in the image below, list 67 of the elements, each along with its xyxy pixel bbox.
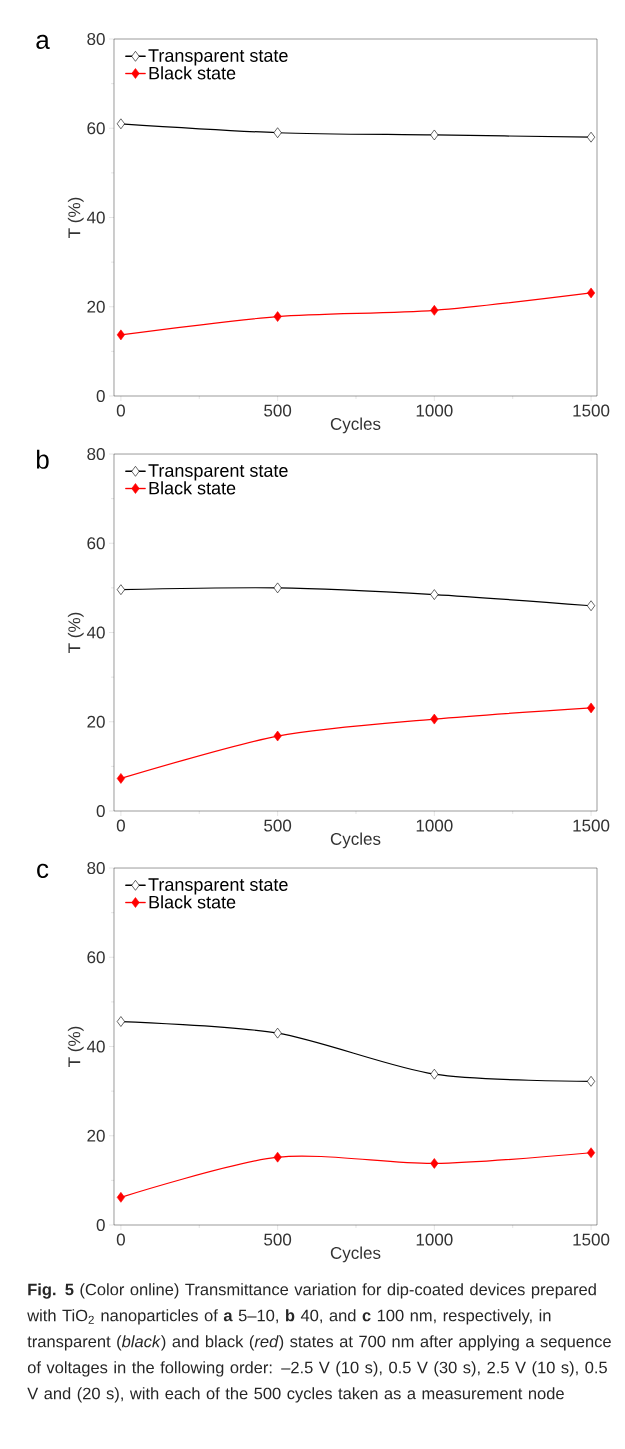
- point: [116, 1016, 125, 1027]
- chart-title: b: [36, 449, 49, 469]
- point: [273, 582, 282, 594]
- x-tick-label: 1500: [573, 819, 610, 832]
- x-axis-title: Cycles: [330, 832, 381, 849]
- point: [430, 713, 439, 725]
- x-axis-title: Cycles: [330, 417, 381, 434]
- x-tick-label: 0: [116, 819, 125, 832]
- y-tick-label: 20: [87, 300, 105, 313]
- legend-label: Transparent state: [148, 878, 288, 895]
- y-tick-label: 60: [87, 537, 105, 550]
- x-tick-label: 500: [264, 1233, 292, 1246]
- point: [116, 329, 125, 341]
- x-tick-label: 1000: [416, 404, 453, 417]
- y-tick-label: 40: [86, 1040, 105, 1053]
- point: [430, 589, 439, 600]
- x-tick-label: 500: [264, 819, 292, 832]
- y-tick-label: 80: [87, 448, 105, 461]
- y-tick-label: 80: [87, 862, 105, 875]
- y-tick-label: 40: [86, 626, 105, 639]
- point: [116, 773, 125, 784]
- legend-label: Black state: [149, 895, 236, 909]
- point: [273, 1027, 282, 1039]
- point: [116, 1192, 125, 1203]
- point: [273, 127, 282, 139]
- chart-title: a: [36, 34, 50, 49]
- y-tick-label: 0: [96, 804, 105, 818]
- point: [586, 1076, 596, 1087]
- point: [116, 118, 125, 130]
- y-tick-label: 0: [96, 389, 105, 403]
- point: [273, 730, 282, 742]
- y-axis-title: T (%): [67, 612, 84, 653]
- x-axis-title: Cycles: [330, 1246, 381, 1263]
- x-tick-label: 0: [116, 404, 125, 417]
- x-tick-label: 0: [116, 1233, 125, 1246]
- y-axis-title: T (%): [67, 197, 84, 238]
- legend-label: Transparent state: [148, 49, 288, 66]
- legend-label: Transparent state: [148, 464, 288, 481]
- x-tick-label: 1500: [573, 404, 610, 417]
- y-tick-label: 40: [86, 211, 105, 224]
- point: [586, 600, 596, 612]
- point: [430, 129, 439, 141]
- y-axis-title: T (%): [67, 1026, 84, 1067]
- point: [586, 1147, 596, 1159]
- point: [586, 287, 596, 299]
- y-tick-label: 20: [87, 715, 105, 728]
- point: [586, 131, 596, 143]
- point: [430, 1158, 439, 1169]
- x-tick-label: 500: [264, 404, 292, 417]
- legend-label: Black state: [149, 481, 236, 495]
- point: [273, 1151, 282, 1163]
- point: [586, 702, 596, 714]
- y-tick-label: 20: [87, 1129, 105, 1142]
- y-tick-label: 60: [87, 951, 105, 964]
- x-tick-label: 1000: [416, 819, 453, 832]
- point: [430, 1068, 439, 1080]
- y-tick-label: 60: [87, 122, 105, 135]
- y-tick-label: 80: [87, 32, 105, 46]
- point: [116, 584, 125, 595]
- chart-title: c: [37, 863, 49, 879]
- text: Fig. 5 (Color online) Transmittance variation for dip-coated devices prepared with TiO$_{2}$ nanoparticles of a 5–10, b 40, and c 100 nm, respectively, in transparent (black) and black (red) states at 700 nm after applying a sequence of voltages in the following order: –2.5 V (10 s), 0.5 V (30 s), 2.5 V (10 s), 0.5 V and (20 s), with each of the 500 cycles taken as a measurement node: [27, 1283, 611, 1403]
- legend-label: Black state: [149, 66, 236, 80]
- x-tick-label: 1000: [416, 1233, 453, 1246]
- point: [430, 305, 439, 316]
- x-tick-label: 1500: [573, 1233, 610, 1246]
- y-tick-label: 0: [96, 1218, 105, 1232]
- point: [273, 311, 282, 322]
